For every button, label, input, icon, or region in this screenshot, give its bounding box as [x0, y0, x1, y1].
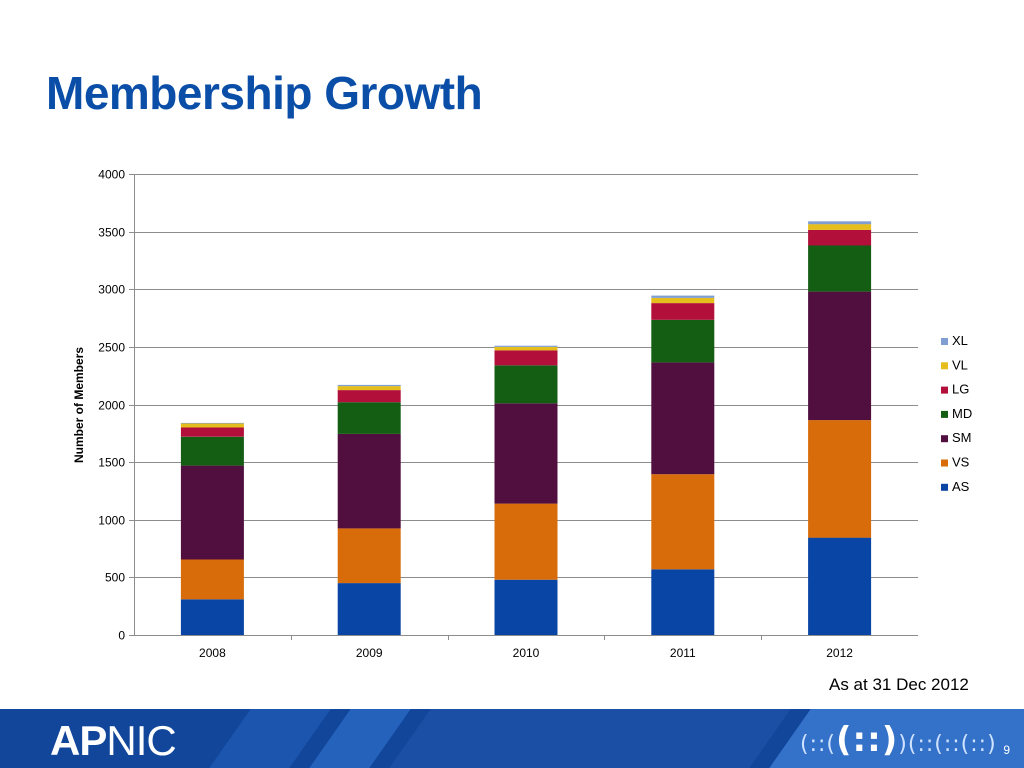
- y-tick-label: 2000: [98, 399, 125, 413]
- x-tick-label: 2008: [199, 646, 226, 660]
- legend-label-lg: LG: [952, 382, 969, 397]
- bar-segment-md-2010: [494, 365, 558, 404]
- legend-swatch-md: [941, 410, 948, 418]
- x-tick-label: 2011: [670, 646, 696, 660]
- x-tick-label: 2012: [826, 646, 853, 660]
- bar-segment-md-2012: [808, 245, 872, 292]
- bar-segment-lg-2009: [337, 390, 401, 403]
- y-tick-label: 500: [105, 571, 125, 585]
- legend-swatch-sm: [941, 435, 948, 443]
- legend-swatch-xl: [941, 338, 948, 345]
- bar-segment-sm-2008: [180, 465, 244, 560]
- footer-stripe: [389, 709, 791, 768]
- slide-title: Membership Growth: [46, 67, 483, 119]
- bar-segment-md-2011: [651, 319, 715, 363]
- bar-segment-sm-2010: [494, 403, 558, 504]
- bar-segment-vs-2010: [494, 503, 558, 580]
- y-tick-label: 0: [118, 629, 125, 643]
- legend-label-vl: VL: [952, 357, 968, 372]
- bar-segment-xl-2012: [808, 221, 872, 225]
- bar-segment-vl-2009: [337, 386, 401, 391]
- bar-segment-xl-2008: [180, 422, 244, 424]
- bar-segment-lg-2010: [494, 350, 558, 366]
- legend-swatch-vs: [941, 459, 948, 467]
- logo-ap: AP: [50, 717, 107, 764]
- legend-label-sm: SM: [952, 430, 972, 445]
- legend-label-xl: XL: [952, 333, 968, 348]
- footer-stripe: [209, 709, 331, 768]
- y-tick-label: 2500: [98, 341, 125, 355]
- bar-segment-vs-2011: [651, 474, 715, 570]
- bars: [180, 221, 872, 635]
- legend-swatch-vl: [941, 362, 948, 370]
- as-at-note: As at 31 Dec 2012: [829, 675, 969, 694]
- bar-segment-lg-2011: [651, 303, 715, 320]
- bar-segment-vl-2008: [180, 423, 244, 428]
- y-tick-label: 3500: [98, 226, 125, 240]
- bar-segment-as-2011: [651, 569, 715, 635]
- bar-segment-vl-2011: [651, 297, 715, 304]
- y-tick-label: 4000: [98, 168, 125, 182]
- legend-label-md: MD: [952, 406, 972, 421]
- y-tick-label: 3000: [98, 283, 125, 297]
- bar-segment-xl-2009: [337, 384, 401, 387]
- bar-segment-sm-2009: [337, 433, 401, 529]
- apnic-logo[interactable]: APNIC: [50, 717, 177, 765]
- bar-segment-as-2012: [808, 537, 872, 635]
- bar-segment-vs-2008: [180, 559, 244, 600]
- bar-segment-as-2009: [337, 583, 401, 635]
- y-axis-title: Number of Members: [72, 347, 86, 463]
- bar-segment-vs-2009: [337, 528, 401, 584]
- footer-banner: APNIC (::((::))(::(::(::) 9: [0, 709, 1024, 768]
- axes: 0 500 1000 1500 2000 2500 3000 3500 4000 2008 2009…: [98, 168, 918, 660]
- bar-segment-xl-2010: [494, 345, 558, 347]
- bar-segment-as-2008: [180, 599, 244, 635]
- bar-segment-sm-2012: [808, 291, 872, 421]
- page-number: 9: [1003, 743, 1010, 757]
- bar-segment-md-2008: [180, 436, 244, 466]
- bar-segment-vs-2012: [808, 420, 872, 538]
- legend-swatch-lg: [941, 386, 948, 394]
- stacked-bar-chart: 0 500 1000 1500 2000 2500 3000 3500 4000 2008 2009…: [72, 168, 972, 661]
- bar-segment-xl-2011: [651, 295, 715, 298]
- x-tick-label: 2009: [356, 646, 383, 660]
- bar-segment-vl-2012: [808, 224, 872, 230]
- bar-segment-lg-2008: [180, 427, 244, 437]
- x-tick-label: 2010: [513, 646, 540, 660]
- bar-segment-vl-2010: [494, 346, 558, 351]
- logo-nic: NIC: [106, 717, 176, 764]
- y-tick-label: 1000: [98, 514, 125, 528]
- bar-segment-as-2010: [494, 579, 558, 635]
- bar-segment-md-2009: [337, 402, 401, 434]
- legend-swatch-as: [941, 483, 948, 491]
- brand-mark-icon: (::((::))(::(::(::): [800, 720, 997, 760]
- y-tick-label: 1500: [98, 456, 125, 470]
- brand-mark-center: (::): [836, 720, 899, 760]
- brand-mark-left: (::(: [800, 732, 836, 757]
- brand-mark-right: )(::(::(::): [898, 732, 997, 757]
- legend-label-as: AS: [952, 479, 970, 494]
- legend: XL VL LG MD SM VS AS: [941, 333, 972, 494]
- legend-label-vs: VS: [952, 455, 970, 470]
- bar-segment-lg-2012: [808, 229, 872, 246]
- bar-segment-sm-2011: [651, 362, 715, 475]
